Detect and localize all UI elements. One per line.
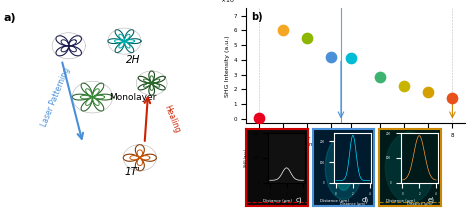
Point xyxy=(424,91,432,94)
Point xyxy=(448,96,456,100)
Text: Distance (μm): Distance (μm) xyxy=(320,199,349,203)
Text: 1T': 1T' xyxy=(125,167,141,177)
Text: d): d) xyxy=(362,197,369,203)
Point xyxy=(255,116,263,120)
Text: ←  Healing steps  →: ← Healing steps → xyxy=(378,136,429,141)
Text: 2H: 2H xyxy=(126,55,140,65)
Ellipse shape xyxy=(325,136,362,199)
Point xyxy=(347,57,355,60)
Text: Healing: Healing xyxy=(162,103,182,134)
Text: e): e) xyxy=(428,197,435,203)
Ellipse shape xyxy=(335,145,353,190)
Text: $\times 10^1$: $\times 10^1$ xyxy=(220,0,238,5)
Text: Monolayer: Monolayer xyxy=(109,93,156,102)
Y-axis label: SHG Intensity (a.u.): SHG Intensity (a.u.) xyxy=(226,35,230,96)
Point xyxy=(279,29,287,32)
Point xyxy=(328,55,335,59)
Text: c): c) xyxy=(296,197,302,203)
Text: a): a) xyxy=(4,13,16,23)
Text: b): b) xyxy=(251,12,263,22)
Ellipse shape xyxy=(385,132,435,203)
Text: Distance (μm): Distance (μm) xyxy=(263,199,292,203)
Point xyxy=(400,85,408,88)
Point xyxy=(303,36,311,39)
Text: ← Number of
   patterning: ← Number of patterning xyxy=(283,136,317,147)
Text: Distance (μm): Distance (μm) xyxy=(386,199,415,203)
Text: Laser Patterning: Laser Patterning xyxy=(40,66,72,128)
Point xyxy=(376,76,383,79)
